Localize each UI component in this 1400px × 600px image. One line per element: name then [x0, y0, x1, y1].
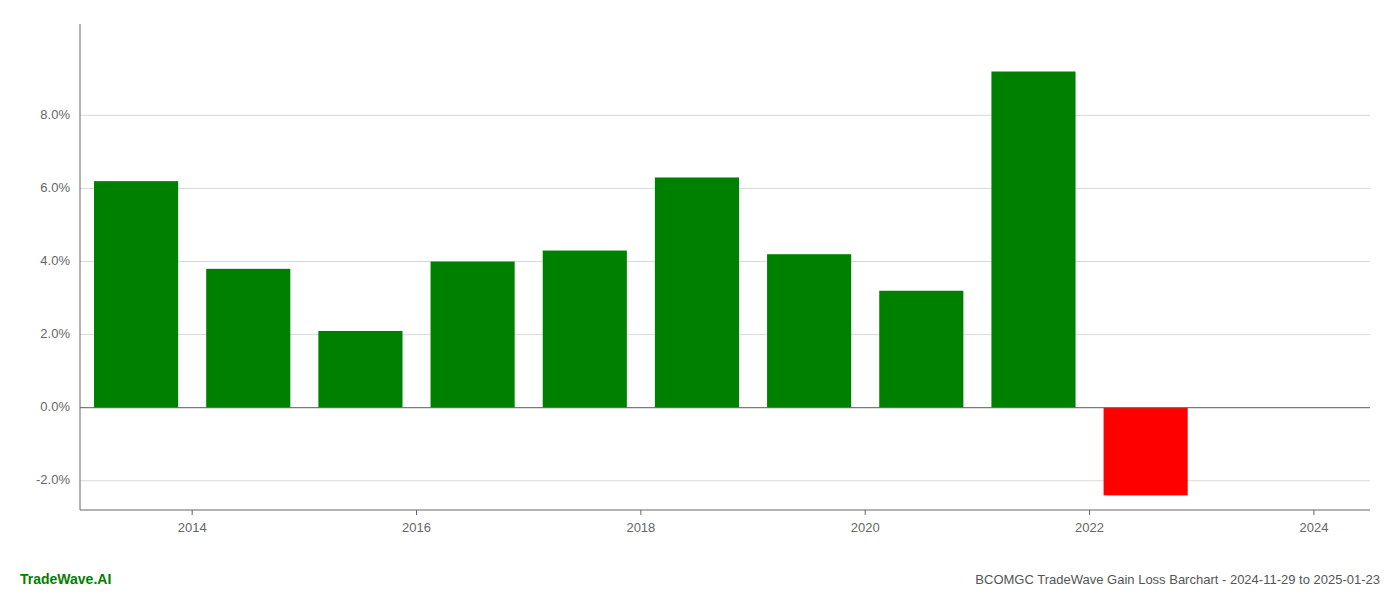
bar: [767, 254, 851, 407]
bar: [94, 181, 178, 408]
x-tick: [1089, 510, 1090, 515]
y-tick-label: 4.0%: [40, 253, 70, 268]
y-tick-label: 6.0%: [40, 180, 70, 195]
x-tick-label: 2014: [178, 520, 207, 535]
bars: [94, 72, 1188, 496]
watermark: TradeWave.AI: [20, 571, 111, 587]
bar: [879, 291, 963, 408]
x-tick: [1313, 510, 1314, 515]
grid-line: [80, 115, 1370, 116]
x-tick-label: 2018: [626, 520, 655, 535]
bar: [655, 177, 739, 407]
bar: [1104, 408, 1188, 496]
y-tick-label: 2.0%: [40, 326, 70, 341]
x-tick-label: 2022: [1075, 520, 1104, 535]
bar: [431, 262, 515, 408]
grid-line: [80, 407, 1370, 408]
x-tick: [416, 510, 417, 515]
zero-line: [80, 407, 1370, 408]
bar: [543, 251, 627, 408]
title: BCOMGC TradeWave Gain Loss Barchart - 20…: [975, 572, 1380, 587]
x-tick-label: 2024: [1299, 520, 1328, 535]
y-tick-label: -2.0%: [36, 472, 70, 487]
x-tick: [192, 510, 193, 515]
x-tick-label: 2016: [402, 520, 431, 535]
bar: [206, 269, 290, 408]
x-tick-label: 2020: [851, 520, 880, 535]
background: [0, 0, 1400, 600]
x-tick: [640, 510, 641, 515]
x-axis-line: [80, 510, 1370, 511]
bar: [991, 72, 1075, 408]
x-tick: [865, 510, 866, 515]
y-axis-line: [80, 24, 81, 510]
y-tick-label: 8.0%: [40, 107, 70, 122]
bar: [318, 331, 402, 408]
chart: -2.0% 0.0% 2.0% 4.0% 6.0% 8.0% 2014 2016 2018 202…: [0, 0, 1400, 600]
y-tick-label: 0.0%: [40, 399, 70, 414]
